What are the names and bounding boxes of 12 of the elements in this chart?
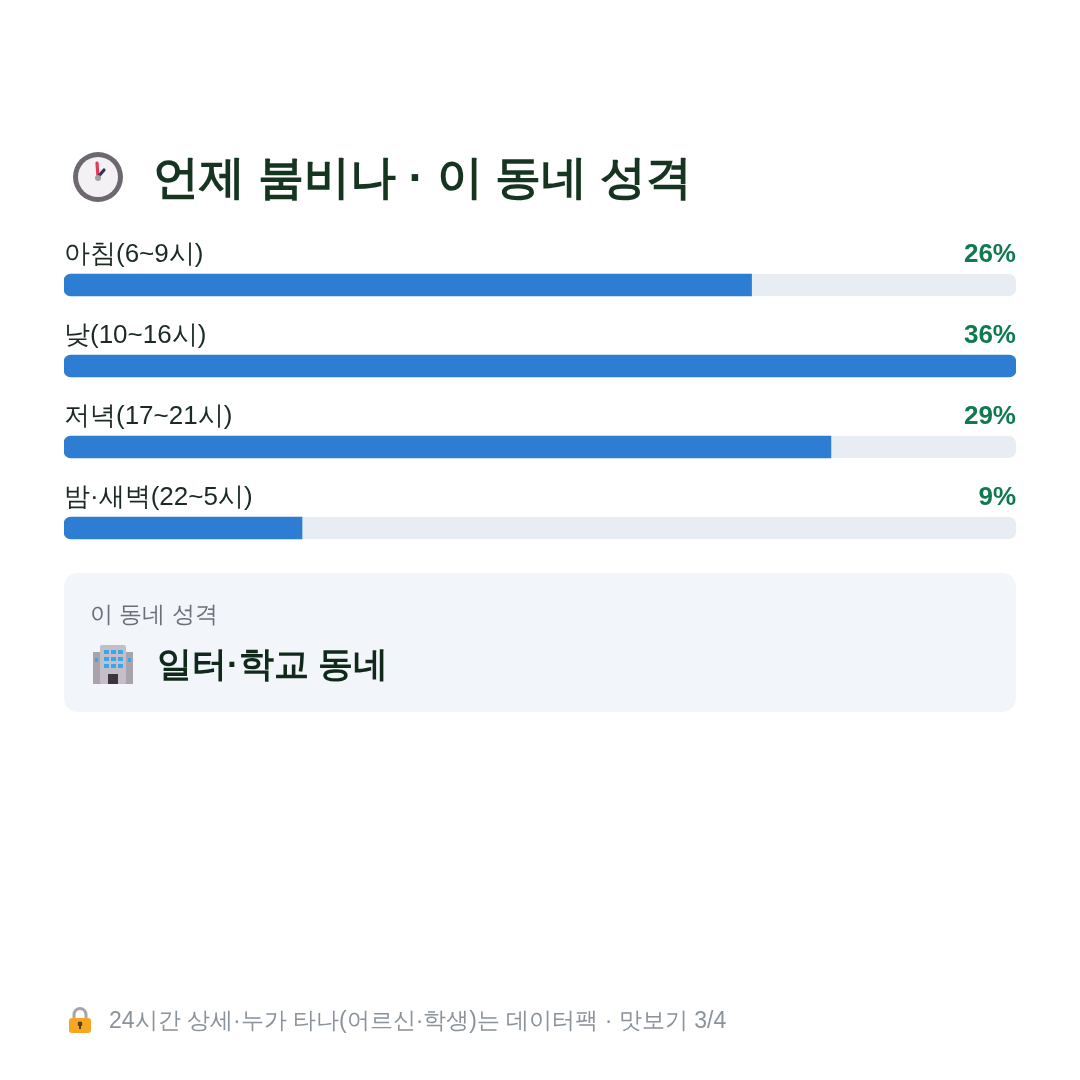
y-tick-label: 낮(10~16시) — [64, 319, 207, 349]
text: 일터·학교 동네 — [157, 643, 389, 685]
data-label: 26% — [963, 238, 1016, 268]
text: 이 동네 성격 — [90, 600, 218, 629]
data-label: 36% — [963, 319, 1016, 349]
chart-title: 언제 붐비나 · 이 동네 성격 — [153, 150, 693, 204]
y-tick-label: 아침(6~9시) — [64, 238, 204, 268]
data-label: 29% — [963, 400, 1016, 430]
text: 24시간 상세·누가 타나(어르신·학생)는 데이터팩 · 맛보기 3/4 — [109, 1006, 727, 1035]
y-tick-label: 밤·새벽(22~5시) — [64, 481, 253, 511]
y-tick-label: 저녁(17~21시) — [64, 400, 233, 430]
data-label: 9% — [978, 481, 1016, 511]
